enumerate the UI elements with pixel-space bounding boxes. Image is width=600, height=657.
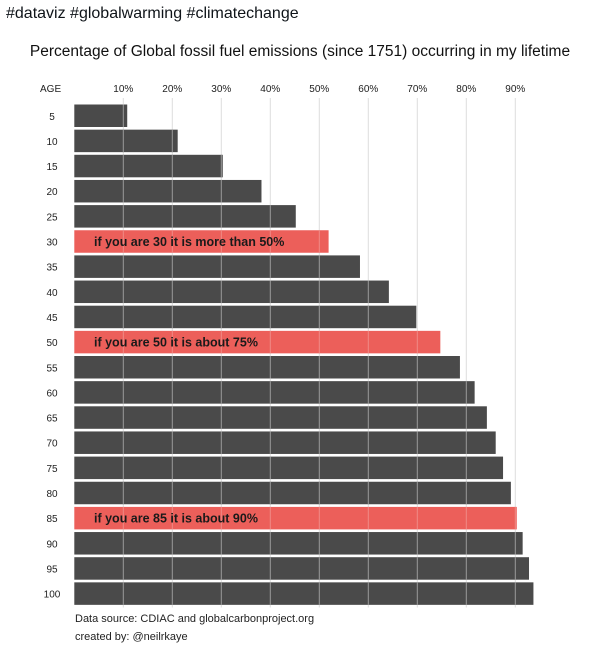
bar	[74, 154, 223, 178]
highlighted-bar	[74, 230, 329, 253]
y-axis-label: AGE	[40, 84, 61, 95]
y-tick-label: 20	[46, 187, 58, 198]
y-tick-label: 5	[49, 112, 55, 123]
bar	[74, 179, 262, 203]
y-tick-label: 10	[46, 137, 58, 148]
y-tick-label: 75	[46, 464, 58, 475]
highlighted-bar	[74, 506, 517, 530]
bar	[74, 582, 534, 605]
bar	[74, 205, 296, 228]
bar	[74, 431, 496, 454]
bar	[74, 280, 389, 304]
x-tick-label: 50%	[309, 84, 329, 95]
y-tick-label: 50	[46, 338, 58, 349]
tweet-text: #dataviz #globalwarming #climatechange	[6, 5, 299, 22]
bar	[74, 381, 475, 404]
y-tick-label: 55	[46, 363, 58, 374]
y-tick-label: 60	[46, 388, 58, 399]
x-tick-label: 30%	[211, 84, 231, 95]
y-tick-label: 40	[46, 288, 58, 299]
bar	[74, 481, 511, 505]
y-tick-label: 25	[46, 212, 58, 223]
chart-title: Percentage of Global fossil fuel emissio…	[29, 43, 571, 60]
bar	[74, 532, 523, 555]
highlighted-bar	[74, 330, 441, 354]
bar	[74, 255, 360, 278]
bar	[74, 456, 504, 480]
x-tick-label: 90%	[505, 84, 525, 95]
y-tick-label: 70	[46, 439, 58, 450]
x-tick-label: 70%	[407, 84, 427, 95]
y-tick-label: 85	[46, 514, 58, 525]
y-tick-label: 80	[46, 489, 58, 500]
y-tick-label: 95	[46, 564, 58, 575]
y-tick-label: 45	[46, 313, 58, 324]
bar	[74, 129, 178, 153]
y-tick-label: 90	[46, 539, 58, 550]
data-source: Data source: CDIAC and globalcarbonproje…	[75, 613, 315, 625]
x-tick-label: 80%	[456, 84, 476, 95]
x-tick-label: 20%	[162, 84, 182, 95]
x-tick-label: 60%	[358, 84, 378, 95]
x-tick-label: 10%	[113, 84, 133, 95]
bar-annotation: if you are 30 it is more than 50%	[94, 235, 284, 249]
y-tick-label: 100	[44, 590, 61, 601]
y-tick-label: 65	[46, 414, 58, 425]
credit: created by: @neilrkaye	[75, 631, 188, 643]
y-tick-label: 30	[46, 238, 58, 249]
bar	[74, 356, 460, 379]
bar	[74, 104, 128, 127]
bar-annotation: if you are 85 it is about 90%	[94, 512, 258, 526]
bar	[74, 305, 417, 329]
y-tick-label: 15	[46, 162, 58, 173]
bar	[74, 406, 487, 429]
y-tick-label: 35	[46, 263, 58, 274]
bar-annotation: if you are 50 it is about 75%	[94, 336, 258, 350]
x-tick-label: 40%	[260, 84, 280, 95]
bar	[74, 557, 530, 580]
